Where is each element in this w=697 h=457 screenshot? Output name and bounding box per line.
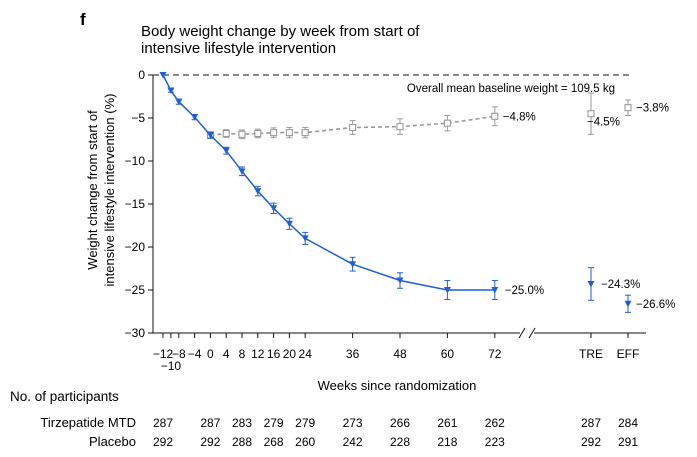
y-tick-label: −15 bbox=[125, 197, 146, 211]
participants-count: 287 bbox=[200, 416, 220, 430]
participants-count: 292 bbox=[153, 435, 173, 449]
placebo-point bbox=[222, 129, 230, 138]
panel-label: f bbox=[80, 10, 86, 29]
x-tick-label: −12 bbox=[153, 347, 174, 361]
x-tick-label: −8 bbox=[172, 347, 186, 361]
tirzepatide-series-line bbox=[162, 74, 495, 291]
participants-row-label-placebo: Placebo bbox=[89, 434, 136, 449]
y-tick-label: 0 bbox=[138, 68, 145, 82]
tirzepatide-summary-label: −26.6% bbox=[636, 299, 675, 311]
tirzepatide-point bbox=[206, 132, 214, 139]
x-axis-title: Weeks since randomization bbox=[318, 378, 477, 393]
tirzepatide-point bbox=[238, 168, 246, 175]
participants-count: 228 bbox=[390, 435, 410, 449]
placebo-end-label: −4.8% bbox=[503, 111, 536, 123]
baseline-annotation: Overall mean baseline weight = 109.5 kg bbox=[407, 83, 615, 95]
tirzepatide-summary-point bbox=[624, 300, 632, 308]
tirzepatide-point bbox=[167, 87, 175, 94]
tirzepatide-point bbox=[222, 147, 230, 155]
participants-count: 284 bbox=[618, 416, 638, 430]
x-tick-label: 48 bbox=[393, 347, 407, 361]
tirzepatide-end-label: −25.0% bbox=[505, 285, 544, 297]
x-axis-break-mark bbox=[518, 327, 526, 339]
tirzepatide-point bbox=[491, 287, 499, 294]
x-tick-label: 20 bbox=[283, 347, 297, 361]
participants-row-label-tirzepatide: Tirzepatide MTD bbox=[40, 415, 136, 430]
y-tick-label: −20 bbox=[125, 240, 146, 254]
tirzepatide-point bbox=[191, 114, 199, 121]
tirzepatide-point bbox=[270, 205, 278, 212]
x-category-label: EFF bbox=[617, 347, 640, 361]
participants-count: 288 bbox=[232, 435, 252, 449]
tirzepatide-summary-label: −24.3% bbox=[601, 279, 640, 291]
x-tick-label: 4 bbox=[223, 347, 230, 361]
placebo-summary-point bbox=[587, 110, 595, 118]
placebo-point bbox=[254, 129, 262, 138]
y-tick-label: −5 bbox=[131, 111, 145, 125]
placebo-point bbox=[285, 129, 293, 137]
participants-count: 273 bbox=[343, 416, 363, 430]
participants-count: 262 bbox=[485, 416, 505, 430]
x-tick-label: 16 bbox=[267, 347, 281, 361]
y-tick-label: −25 bbox=[125, 283, 146, 297]
tirzepatide-point bbox=[443, 287, 451, 294]
participants-table: 287 287 283 279 279 273 266 261 262 287 284 292 292 2… bbox=[153, 416, 638, 449]
x-category-label: TRE bbox=[579, 347, 603, 361]
participants-count: 266 bbox=[390, 416, 410, 430]
participants-count: 287 bbox=[153, 416, 173, 430]
y-tick-label: −30 bbox=[125, 326, 146, 340]
tirzepatide-summary-point bbox=[587, 280, 595, 288]
participants-count: 242 bbox=[343, 435, 363, 449]
x-tick-label: 0 bbox=[207, 347, 214, 361]
participants-count: 260 bbox=[295, 435, 315, 449]
placebo-summary-label: −3.8% bbox=[636, 103, 669, 115]
tirzepatide-point bbox=[301, 235, 309, 242]
placebo-point bbox=[301, 129, 309, 137]
x-tick-label: 8 bbox=[239, 347, 246, 361]
tirzepatide-point bbox=[175, 98, 183, 106]
placebo-point bbox=[491, 112, 499, 120]
x-tick-label: 60 bbox=[441, 347, 455, 361]
placebo-summary-point bbox=[624, 104, 632, 112]
placebo-point bbox=[396, 123, 404, 131]
participants-count: 279 bbox=[295, 416, 315, 430]
tirzepatide-point bbox=[159, 72, 167, 79]
placebo-point bbox=[270, 129, 278, 137]
participants-count: 279 bbox=[264, 416, 284, 430]
placebo-summary-label: −4.5% bbox=[587, 117, 620, 129]
tirzepatide-point bbox=[254, 188, 262, 195]
participants-count: 261 bbox=[437, 416, 457, 430]
chart-title-line-1: Body weight change by week from start of bbox=[141, 23, 420, 40]
plot-area: Overall mean baseline weight = 109.5 kg −… bbox=[153, 72, 675, 313]
x-axis-break-mark bbox=[528, 327, 536, 339]
y-axis-title: Weight change from start of intensive li… bbox=[85, 94, 117, 287]
x-tick-label: 72 bbox=[488, 347, 502, 361]
placebo-point bbox=[349, 123, 357, 132]
x-tick-label: −10 bbox=[161, 359, 182, 373]
y-axis-title-line-2: intensive lifestyle intervention (%) bbox=[102, 94, 117, 287]
participants-count: 291 bbox=[618, 435, 638, 449]
x-tick-label: −4 bbox=[188, 347, 202, 361]
participants-count: 218 bbox=[437, 435, 457, 449]
x-tick-label: 24 bbox=[299, 347, 313, 361]
y-axis-title-line-1: Weight change from start of bbox=[85, 110, 100, 270]
y-tick-label: −10 bbox=[125, 154, 146, 168]
x-tick-label: 36 bbox=[346, 347, 360, 361]
axes: 0−5−10−15−20−25−30−12−10−8 −4 0 4 8 12 16 20 24 3… bbox=[125, 68, 646, 373]
chart-title-line-2: intensive lifestyle intervention bbox=[141, 40, 336, 57]
tirzepatide-point bbox=[396, 277, 404, 285]
participants-count: 268 bbox=[264, 435, 284, 449]
placebo-point bbox=[238, 130, 246, 138]
participants-count: 283 bbox=[232, 416, 252, 430]
x-tick-label: 12 bbox=[251, 347, 265, 361]
tirzepatide-point bbox=[285, 220, 293, 228]
tirzepatide-point bbox=[349, 261, 357, 268]
participants-count: 292 bbox=[200, 435, 220, 449]
participants-count: 292 bbox=[581, 435, 601, 449]
placebo-point bbox=[443, 119, 451, 127]
participants-count: 287 bbox=[581, 416, 601, 430]
participants-count: 223 bbox=[485, 435, 505, 449]
participants-table-header: No. of participants bbox=[10, 389, 119, 404]
